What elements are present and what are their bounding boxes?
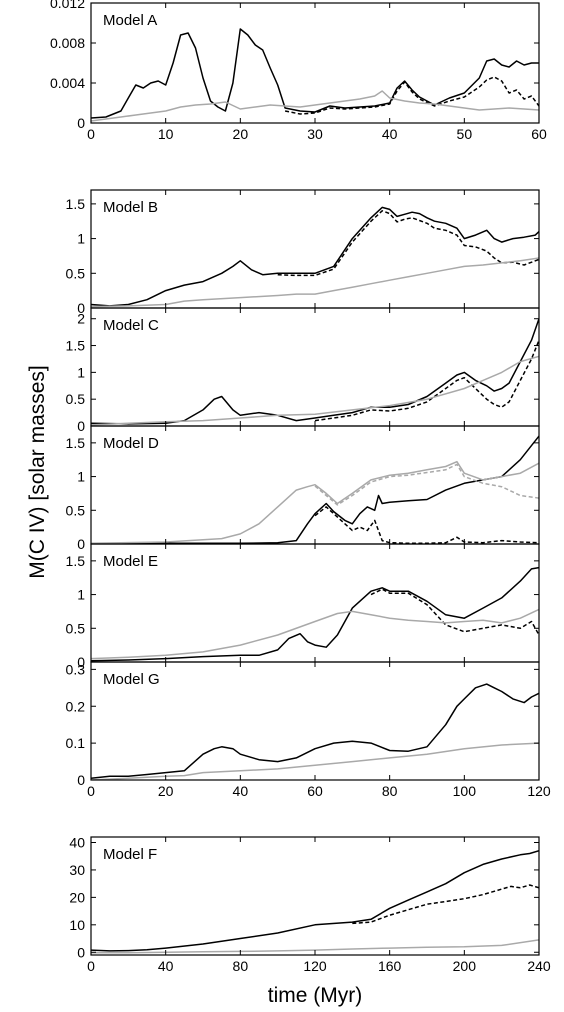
series-line-model-c-2 — [314, 339, 539, 422]
x-tick-label-model-g: 60 — [307, 783, 323, 799]
plot-frame-model-b — [90, 189, 540, 309]
y-tick-label-model-f: 20 — [69, 889, 85, 905]
y-tick-label-model-f: 30 — [69, 862, 85, 878]
series-line-model-c-3 — [91, 355, 539, 426]
y-tick-label-model-f: 0 — [77, 944, 85, 960]
x-tick-label-model-f: 80 — [233, 958, 249, 974]
x-tick-label-model-g: 40 — [233, 783, 249, 799]
y-tick-label-model-d: 0 — [77, 536, 85, 552]
y-tick-label-model-b: 0.5 — [66, 265, 86, 281]
panel-model-a: 0 10 20 30 40 50 60 0 0.004 0.008 0.012 Model A — [50, 0, 547, 142]
series-line-model-g-2 — [91, 742, 539, 780]
series-line-model-b-2 — [277, 210, 539, 277]
series-line-model-d-3 — [91, 460, 539, 544]
y-tick-label-model-e: 0.5 — [66, 620, 86, 636]
y-tick-label-model-g: 0.2 — [66, 698, 86, 714]
x-tick-label-model-a: 60 — [531, 126, 547, 142]
series-line-model-c-1 — [91, 318, 539, 425]
panel-model-b: 0 0.5 1 1.5 Model B — [66, 189, 540, 316]
x-tick-label-model-g: 0 — [87, 783, 95, 799]
series-group-model-f — [91, 849, 539, 954]
panel-model-g: 0 20 40 60 80 100 120 0 0.1 0.2 0.3 Model G — [66, 661, 551, 799]
x-tick-label-model-a: 40 — [382, 126, 398, 142]
x-tick-label-model-a: 10 — [158, 126, 174, 142]
x-tick-label-model-f: 0 — [87, 958, 95, 974]
panel-label-model-d: Model D — [103, 435, 159, 452]
series-line-model-f-1 — [91, 849, 539, 952]
y-tick-label-model-f: 10 — [69, 917, 85, 933]
panel-label-model-b: Model B — [103, 199, 158, 216]
series-line-model-d-2 — [314, 506, 539, 544]
y-tick-label-model-c: 0.5 — [66, 391, 86, 407]
series-group-model-a — [91, 28, 539, 122]
y-tick-label-model-g: 0 — [77, 772, 85, 788]
series-line-model-f-2 — [352, 884, 539, 925]
series-group-model-d — [91, 435, 539, 544]
series-line-model-e-1 — [91, 566, 539, 662]
y-tick-label-model-a: 0.012 — [50, 0, 85, 11]
x-tick-label-model-f: 200 — [453, 958, 477, 974]
panel-label-model-f: Model F — [103, 846, 157, 863]
series-line-model-d-4 — [314, 463, 539, 506]
panel-label-model-e: Model E — [103, 553, 158, 570]
series-group-model-e — [91, 566, 539, 662]
y-tick-label-model-a: 0.004 — [50, 75, 85, 91]
y-tick-label-model-d: 1 — [77, 469, 85, 485]
series-line-model-a-2 — [284, 76, 539, 115]
panel-label-model-a: Model A — [103, 12, 157, 29]
x-tick-label-model-g: 20 — [158, 783, 174, 799]
series-line-model-a-3 — [91, 90, 539, 122]
y-tick-label-model-c: 1.5 — [66, 338, 86, 354]
series-line-model-a-1 — [91, 28, 539, 119]
y-tick-label-model-a: 0.008 — [50, 35, 85, 51]
y-tick-label-model-b: 1.5 — [66, 196, 86, 212]
series-line-model-e-2 — [370, 588, 539, 636]
panel-label-model-g: Model G — [103, 671, 160, 688]
x-tick-label-model-g: 100 — [453, 783, 477, 799]
panel-label-model-c: Model C — [103, 317, 159, 334]
panel-model-f: 0 40 80 120 160 200 240 0 10 20 30 40 Model F — [69, 834, 550, 974]
series-line-model-e-3 — [91, 608, 539, 660]
y-tick-label-model-e: 0 — [77, 654, 85, 670]
panel-model-e: 0 0.5 1 1.5 Model E — [66, 543, 540, 670]
x-tick-label-model-f: 160 — [378, 958, 402, 974]
x-tick-label-model-g: 80 — [382, 783, 398, 799]
y-tick-label-model-c: 2 — [77, 311, 85, 327]
series-line-model-b-1 — [91, 206, 539, 307]
y-tick-label-model-d: 1.5 — [66, 435, 86, 451]
series-line-model-g-1 — [91, 683, 539, 779]
series-group-model-g — [91, 683, 539, 780]
y-tick-label-model-g: 0.3 — [66, 661, 86, 677]
plot-frame-model-f — [90, 836, 540, 956]
y-tick-label-model-d: 0.5 — [66, 502, 86, 518]
y-tick-label-model-a: 0 — [77, 115, 85, 131]
x-axis-title: time (Myr) — [268, 984, 362, 1007]
series-group-model-b — [91, 206, 539, 308]
x-tick-label-model-a: 20 — [233, 126, 249, 142]
series-line-model-d-1 — [91, 435, 539, 544]
x-tick-label-model-f: 40 — [158, 958, 174, 974]
y-tick-label-model-b: 1 — [77, 231, 85, 247]
x-tick-label-model-a: 50 — [457, 126, 473, 142]
panel-model-d: 0 0.5 1 1.5 Model D — [66, 425, 540, 552]
y-tick-label-model-c: 1 — [77, 364, 85, 380]
y-tick-label-model-e: 1 — [77, 587, 85, 603]
x-tick-label-model-g: 120 — [527, 783, 551, 799]
y-axis-title: M(C IV) [solar masses] — [26, 365, 49, 579]
x-tick-label-model-f: 240 — [527, 958, 551, 974]
series-line-model-b-3 — [91, 257, 539, 308]
x-tick-label-model-a: 30 — [307, 126, 323, 142]
y-tick-label-model-g: 0.1 — [66, 735, 86, 751]
y-tick-label-model-e: 1.5 — [66, 553, 86, 569]
panel-model-c: 0 0.5 1 1.5 2 Model C — [66, 307, 540, 434]
x-tick-label-model-f: 120 — [303, 958, 327, 974]
y-tick-label-model-c: 0 — [77, 418, 85, 434]
y-tick-label-model-f: 40 — [69, 834, 85, 850]
series-group-model-c — [91, 318, 539, 426]
x-tick-label-model-a: 0 — [87, 126, 95, 142]
y-tick-label-model-b: 0 — [77, 300, 85, 316]
